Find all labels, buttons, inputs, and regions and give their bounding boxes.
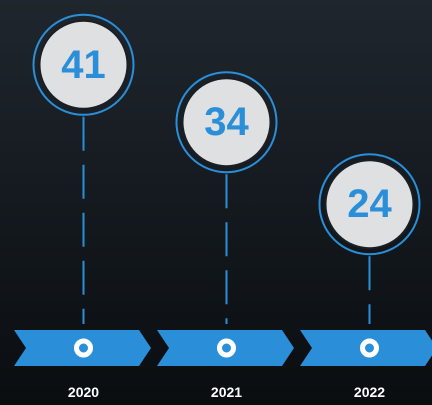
timeline-dot — [363, 341, 377, 355]
year-label: 2021 — [211, 384, 242, 400]
timeline-dot — [220, 341, 234, 355]
year-label: 2020 — [68, 384, 99, 400]
chart: 41 2020 34 2021 24 2022 — [0, 0, 432, 405]
value-label: 34 — [204, 100, 249, 144]
year-label: 2022 — [354, 384, 385, 400]
value-label: 41 — [61, 43, 106, 87]
timeline-dot — [77, 341, 91, 355]
value-label: 24 — [347, 182, 392, 226]
